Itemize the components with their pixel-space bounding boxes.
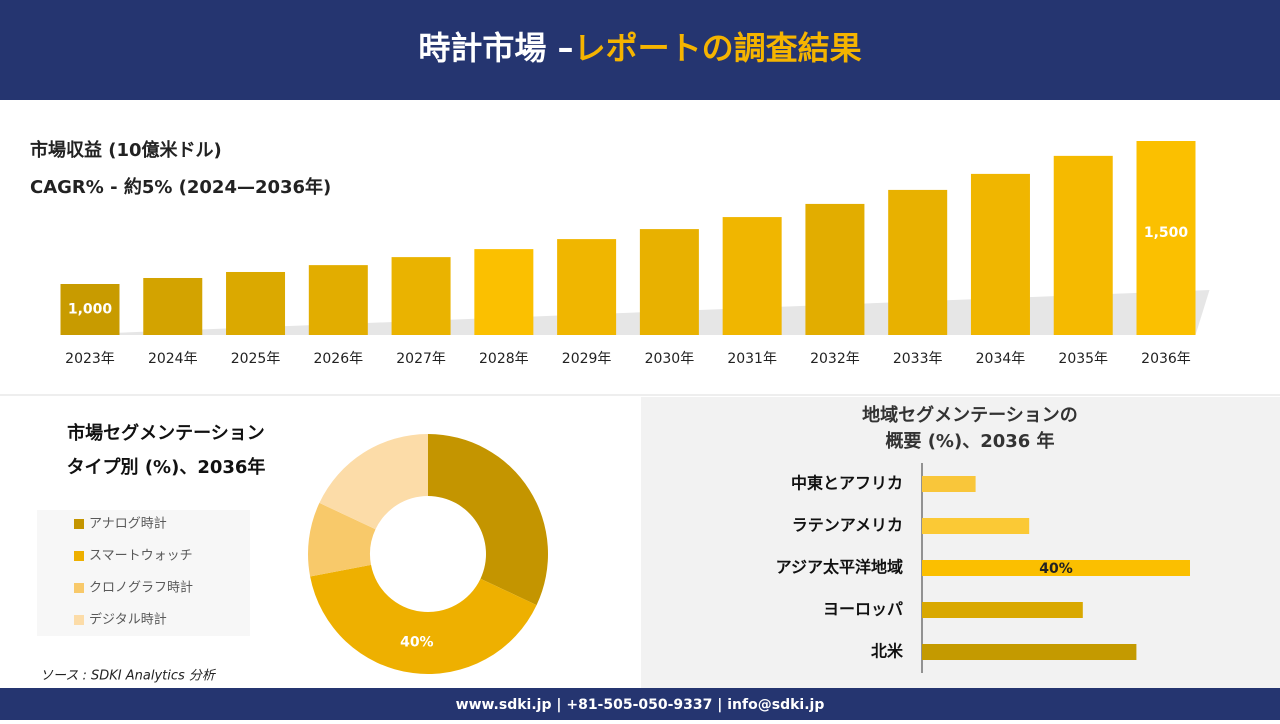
x-tick-label: 2034年	[976, 351, 1026, 367]
donut-title: 市場セグメンテーション	[67, 422, 265, 444]
donut-subtitle: タイプ別 (%)、2036年	[67, 456, 266, 478]
x-tick-label: 2030年	[645, 351, 695, 367]
header-title: 時計市場 –レポートの調査結果	[418, 29, 861, 67]
category-label: 北米	[871, 642, 904, 661]
bar	[226, 271, 286, 335]
hbar-subtitle: 概要 (%)、2036 年	[885, 430, 1054, 452]
legend-entry: アナログ時計	[89, 516, 167, 532]
footer-bar	[0, 688, 1280, 720]
bar	[888, 189, 948, 335]
x-tick-label: 2026年	[313, 351, 363, 367]
donut-segment	[428, 434, 548, 606]
donut-segment	[310, 564, 537, 674]
x-tick-label: 2033年	[893, 351, 943, 367]
legend-entry: スマートウォッチ	[89, 549, 193, 564]
bar	[639, 229, 699, 335]
bar	[805, 203, 865, 335]
x-tick-label: 2032年	[810, 351, 860, 367]
bar	[391, 257, 451, 335]
x-tick-label: 2025年	[231, 351, 281, 367]
category-label: ヨーロッパ	[823, 600, 903, 619]
value-label: 1,000	[68, 302, 113, 318]
category-label: アジア太平洋地域	[776, 558, 903, 577]
bar	[143, 277, 203, 335]
value-label: 40%	[400, 634, 434, 650]
x-tick-label: 2035年	[1058, 351, 1108, 367]
x-tick-label: 2031年	[727, 351, 777, 367]
x-tick-label: 2029年	[562, 351, 612, 367]
donut-segment	[319, 434, 428, 530]
footer-contact: www.sdki.jp | +81-505-050-9337 | info@sd…	[456, 697, 825, 713]
source-note: ソース : SDKI Analytics 分析	[40, 669, 217, 684]
chart-title: 市場収益 (10億米ドル)	[30, 139, 222, 161]
right-panel	[641, 397, 1280, 688]
legend-swatch	[74, 551, 84, 561]
x-tick-label: 2036年	[1141, 351, 1191, 367]
hbar-title: 地域セグメンテーションの	[862, 404, 1078, 426]
legend-entry: クロノグラフ時計	[89, 580, 193, 596]
bar	[1136, 141, 1196, 335]
bar	[308, 265, 368, 335]
legend-swatch	[74, 615, 84, 625]
bar	[922, 644, 1137, 660]
bar	[722, 217, 782, 335]
chart-subtitle: CAGR% - 約5% (2024—2036年)	[30, 176, 331, 198]
bar	[922, 518, 1030, 534]
bar	[970, 173, 1030, 335]
legend-swatch	[74, 519, 84, 529]
value-label: 40%	[1039, 561, 1073, 577]
title-white: 時計市場 –	[418, 29, 573, 67]
x-tick-label: 2028年	[479, 351, 529, 367]
x-tick-label: 2024年	[148, 351, 198, 367]
x-tick-label: 2027年	[396, 351, 446, 367]
bar	[474, 249, 534, 335]
legend-box	[37, 510, 250, 636]
value-label: 1,500	[1144, 225, 1189, 241]
title-accent: レポートの調査結果	[574, 29, 862, 67]
bar	[922, 476, 976, 492]
header-bar	[0, 0, 1280, 100]
bar	[557, 239, 617, 335]
bar	[1053, 155, 1113, 335]
bar	[922, 560, 1190, 576]
legend-swatch	[74, 583, 84, 593]
legend-entry: デジタル時計	[89, 612, 167, 628]
x-tick-label: 2023年	[65, 351, 115, 367]
category-label: ラテンアメリカ	[792, 516, 903, 535]
donut-segment	[307, 502, 376, 577]
category-label: 中東とアフリカ	[791, 474, 903, 493]
bar	[922, 602, 1083, 618]
bar	[60, 284, 120, 335]
